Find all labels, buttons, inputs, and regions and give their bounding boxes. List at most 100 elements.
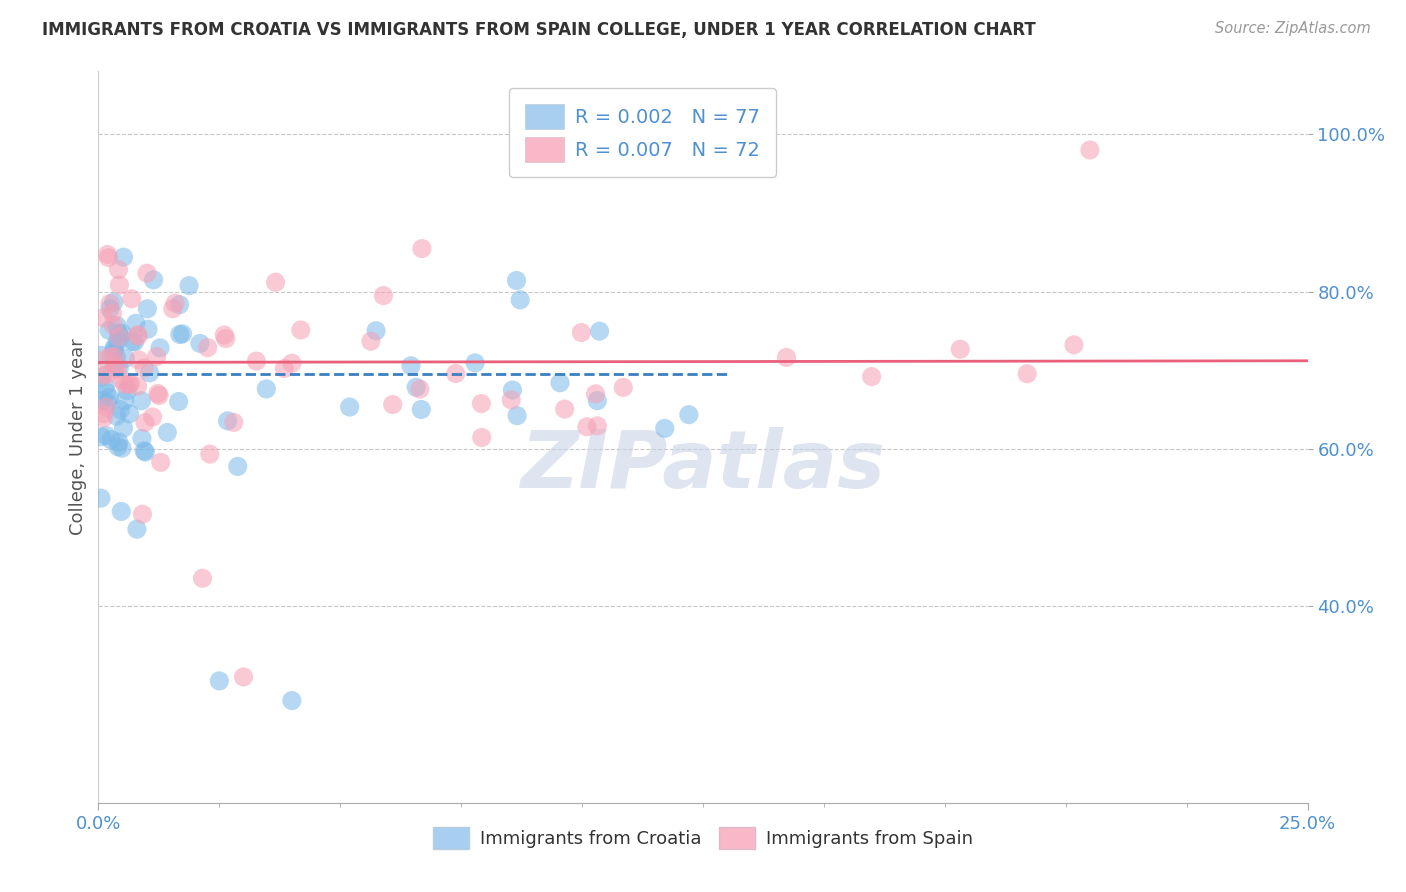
Point [149,341,172,355]
Point [177,278,200,293]
Point [105,409,128,424]
Point [90,491,112,505]
Point [169,297,191,311]
Point [90,348,112,362]
Point [100,433,122,447]
Point [105,318,128,333]
Point [111,326,134,341]
Point [145,350,167,364]
Point [97,368,120,382]
Point [399,359,422,373]
Point [586,393,609,408]
Point [101,347,124,361]
Point [107,359,129,374]
Point [100,350,122,364]
Point [373,288,395,302]
Point [654,421,676,435]
Point [125,522,148,536]
Point [91,310,114,325]
Point [360,334,382,349]
Point [114,377,136,392]
Y-axis label: College, Under 1 year: College, Under 1 year [69,339,87,535]
Point [188,336,211,351]
Point [98,391,121,405]
Point [90,430,112,444]
Point [97,251,120,265]
Point [162,301,184,316]
Point [505,273,527,287]
Point [125,316,148,330]
Point [585,387,607,401]
Point [264,275,287,289]
Point [114,393,136,408]
Point [138,366,160,380]
Point [131,393,153,408]
Point [775,351,797,365]
Legend: Immigrants from Croatia, Immigrants from Spain: Immigrants from Croatia, Immigrants from… [426,820,980,856]
Point [107,262,129,277]
Point [104,362,127,376]
Point [1017,367,1039,381]
Point [506,409,529,423]
Point [131,431,153,445]
Point [90,370,112,384]
Point [1078,143,1101,157]
Point [108,435,131,450]
Point [571,326,593,340]
Point [91,411,114,425]
Point [444,367,467,381]
Point [112,421,135,435]
Point [281,356,304,370]
Text: Source: ZipAtlas.com: Source: ZipAtlas.com [1215,21,1371,36]
Point [148,388,170,402]
Point [134,443,156,458]
Point [136,301,159,316]
Point [112,250,135,264]
Point [103,341,125,355]
Point [501,392,523,407]
Text: ZIPatlas: ZIPatlas [520,427,886,506]
Point [124,334,146,349]
Point [222,415,245,429]
Point [108,330,131,344]
Point [103,295,125,310]
Point [548,376,571,390]
Point [191,571,214,585]
Point [91,393,114,408]
Point [198,447,221,461]
Point [115,384,138,398]
Point [165,296,187,310]
Point [364,324,387,338]
Point [949,343,972,357]
Point [197,341,219,355]
Point [103,349,125,363]
Point [214,328,236,343]
Point [103,359,125,374]
Point [612,380,634,394]
Point [146,386,169,401]
Point [411,242,433,256]
Point [167,394,190,409]
Point [471,430,494,444]
Point [411,402,433,417]
Point [290,323,312,337]
Point [110,402,132,417]
Point [96,385,118,400]
Point [134,361,156,376]
Point [110,504,132,518]
Point [409,382,432,396]
Point [586,418,609,433]
Point [98,296,121,310]
Point [127,327,149,342]
Point [554,402,576,417]
Point [245,354,267,368]
Point [142,409,165,424]
Point [142,273,165,287]
Point [121,292,143,306]
Point [339,400,361,414]
Point [136,322,159,336]
Point [91,407,114,421]
Point [217,414,239,428]
Point [96,247,118,261]
Point [464,356,486,370]
